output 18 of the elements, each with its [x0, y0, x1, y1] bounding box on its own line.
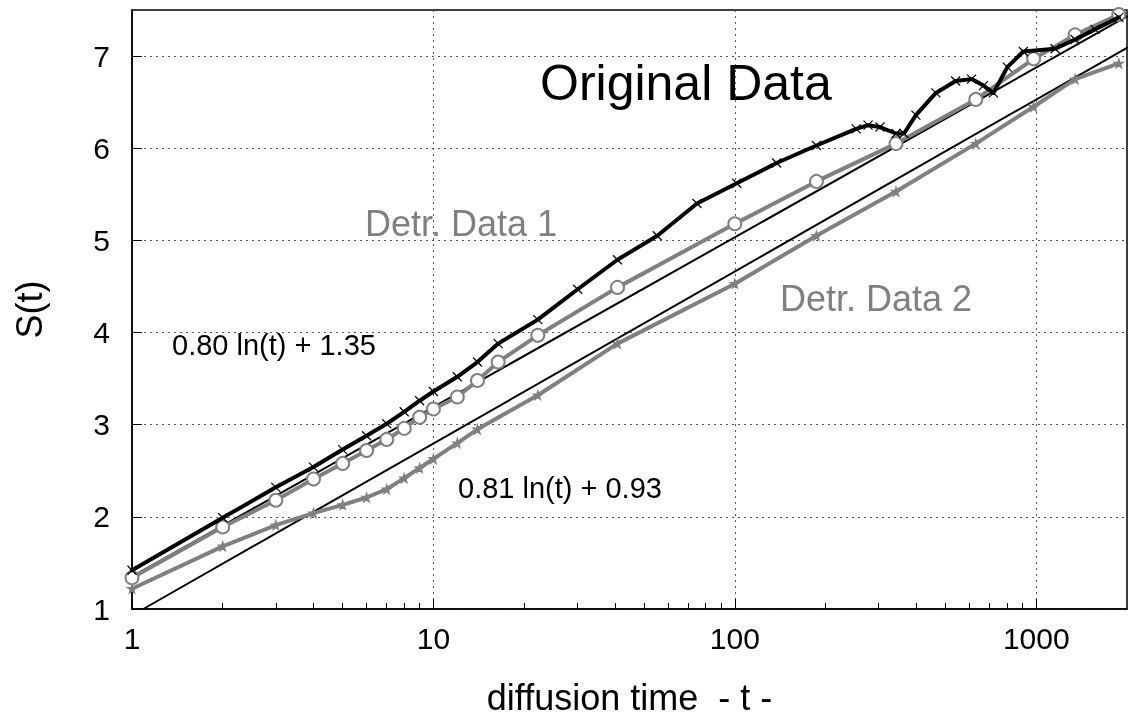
x-tick-label: 100 [709, 621, 760, 655]
y-tick-label: 7 [93, 39, 110, 73]
y-tick-label: 4 [93, 316, 110, 350]
x-axis-title: diffusion time - t - [486, 676, 773, 718]
y-tick-label: 6 [93, 131, 110, 165]
annotation: 0.81 ln(t) + 0.93 [458, 471, 662, 504]
x-tick-label: 1000 [1002, 621, 1070, 655]
series-label: Original Data [540, 55, 832, 111]
annotation: 0.80 ln(t) + 1.35 [172, 328, 376, 361]
y-tick-label: 1 [93, 592, 110, 626]
y-tick-label: 3 [93, 408, 110, 442]
x-tick-label: 1 [123, 621, 141, 655]
series-label: Detr. Data 1 [365, 202, 558, 244]
y-axis-title: S(t) [8, 280, 50, 339]
x-tick-label: 10 [416, 621, 451, 655]
y-tick-label: 5 [93, 223, 110, 257]
series-label: Detr. Data 2 [780, 277, 973, 319]
y-tick-label: 2 [93, 500, 110, 534]
